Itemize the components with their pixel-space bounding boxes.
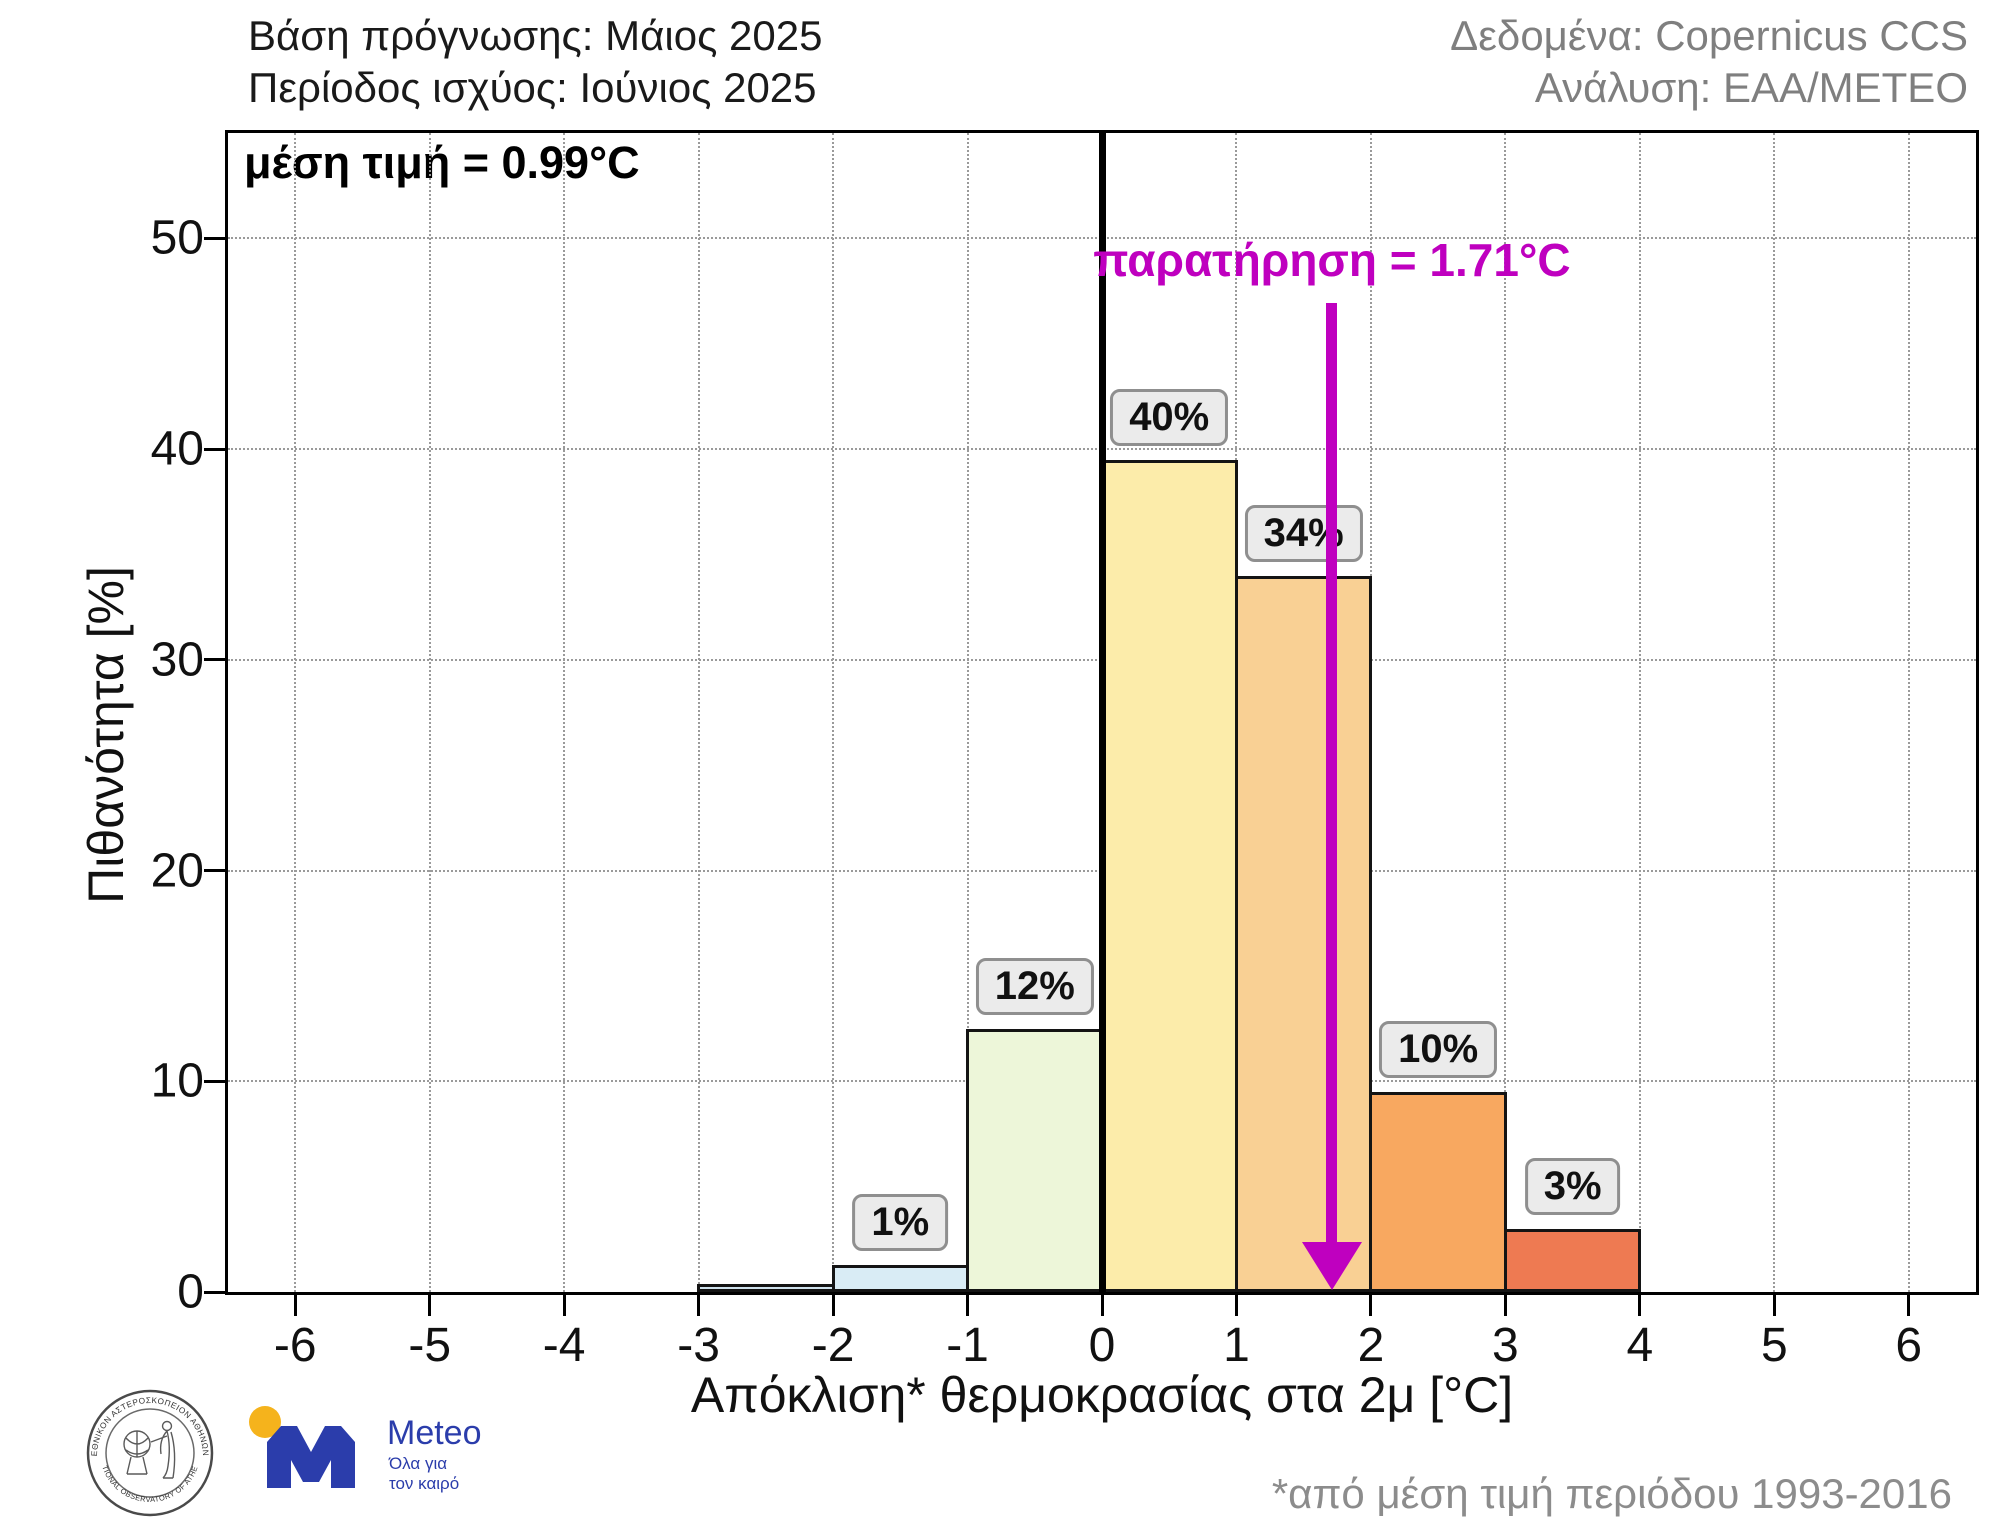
gridline-vertical — [294, 133, 297, 1292]
x-tick-label: -3 — [677, 1319, 720, 1372]
meteo-m-icon — [267, 1426, 355, 1488]
x-tick-label: -1 — [946, 1319, 989, 1372]
y-tick-label: 10 — [150, 1054, 204, 1108]
y-tick-label: 0 — [177, 1265, 204, 1319]
bar-percentage-label: 34% — [1244, 504, 1363, 562]
x-tick-mark — [293, 1295, 297, 1316]
gridline-vertical — [697, 133, 700, 1292]
histogram-bar — [966, 1028, 1104, 1292]
histogram-bar — [697, 1283, 835, 1292]
x-tick-label: -6 — [273, 1319, 317, 1372]
data-source-text: Δεδομένα: Copernicus CCS — [1450, 12, 1968, 59]
y-tick-label: 50 — [150, 211, 204, 265]
histogram-bar — [1100, 459, 1238, 1292]
x-tick-label: 4 — [1626, 1319, 1654, 1372]
x-tick-mark — [1234, 1295, 1238, 1316]
x-tick-label: -4 — [542, 1319, 586, 1372]
meteo-tagline-line2: τον καιρό — [389, 1474, 460, 1493]
meteo-tagline-line1: Όλα για — [389, 1454, 448, 1473]
gridline-vertical — [1907, 133, 1910, 1292]
observation-annotation: παρατήρηση = 1.71°C — [1093, 234, 1571, 286]
x-tick-mark — [697, 1295, 701, 1316]
seal-inner-ring — [105, 1408, 195, 1498]
noa-seal-logo: ΕΘΝΙΚΟΝ ΑΣΤΕΡΟΣΚΟΠΕΙΟΝ ΑΘΗΝΩΝ • NATIONAL… — [85, 1388, 214, 1517]
plot-area: μέση τιμή = 0.99°C 1% 12% 40% 34% 10% 3% παρατ… — [225, 130, 1979, 1295]
gridline-vertical — [1504, 133, 1507, 1292]
forecast-base-text: Βάση πρόγνωσης: Μάιος 2025 — [248, 12, 823, 59]
gridline-vertical — [832, 133, 835, 1292]
x-tick-label: -2 — [811, 1319, 855, 1372]
y-tick-mark — [204, 1079, 225, 1083]
y-tick-mark — [204, 658, 225, 662]
meteo-sun-icon — [249, 1406, 281, 1438]
gridline-vertical — [428, 133, 431, 1292]
histogram-bar — [1234, 575, 1373, 1292]
bar-percentage-label: 12% — [975, 957, 1094, 1015]
bar-percentage-label: 3% — [1524, 1157, 1621, 1215]
x-tick-label: 0 — [1088, 1319, 1116, 1372]
histogram-bar — [831, 1264, 970, 1292]
observation-arrow-shaft — [1326, 303, 1338, 1242]
histogram-bar — [1369, 1091, 1507, 1292]
gridline-vertical — [1773, 133, 1776, 1292]
x-tick-mark — [428, 1295, 432, 1316]
gridline-vertical — [966, 133, 969, 1292]
x-tick-label: 6 — [1895, 1319, 1923, 1372]
valid-period-text: Περίοδος ισχύος: Ιούνιος 2025 — [248, 64, 817, 111]
x-tick-label: 2 — [1357, 1319, 1385, 1372]
x-tick-label: 5 — [1760, 1319, 1788, 1372]
seal-muse-figure — [123, 1420, 176, 1479]
gridline-vertical — [1638, 133, 1641, 1292]
x-tick-mark — [1907, 1295, 1911, 1316]
y-tick-mark — [204, 1290, 225, 1294]
y-tick-mark — [204, 869, 225, 873]
bar-percentage-label: 40% — [1110, 388, 1229, 446]
meteo-logo: Meteo Όλα για τον καιρό — [243, 1398, 723, 1498]
y-tick-mark — [204, 447, 225, 451]
x-tick-mark — [1772, 1295, 1776, 1316]
histogram-bar — [1503, 1228, 1642, 1292]
y-tick-label: 40 — [150, 422, 204, 476]
meteo-logo-name: Meteo — [387, 1414, 482, 1452]
meteo-logo-mark — [249, 1406, 355, 1488]
gridline-vertical — [563, 133, 566, 1292]
bar-percentage-label: 1% — [852, 1193, 949, 1251]
meteo-logo-tagline: Όλα για τον καιρό — [389, 1454, 459, 1494]
x-tick-mark — [1503, 1295, 1507, 1316]
y-tick-label: 30 — [150, 633, 204, 687]
zero-reference-line — [1098, 133, 1106, 1292]
baseline-period-footnote: *από μέση τιμή περιόδου 1993-2016 — [1271, 1470, 1952, 1517]
mean-annotation: μέση τιμή = 0.99°C — [244, 137, 640, 188]
analysis-source-text: Ανάλυση: ΕΑΑ/ΜΕΤΕΟ — [1534, 64, 1968, 111]
bar-percentage-label: 10% — [1379, 1020, 1498, 1078]
x-tick-label: -5 — [408, 1319, 452, 1372]
x-tick-mark — [1638, 1295, 1642, 1316]
x-tick-mark — [831, 1295, 835, 1316]
x-tick-mark — [966, 1295, 970, 1316]
y-tick-mark — [204, 236, 225, 240]
x-tick-mark — [562, 1295, 566, 1316]
x-tick-label: 3 — [1492, 1319, 1519, 1372]
x-tick-label: 1 — [1223, 1319, 1250, 1372]
x-tick-mark — [1100, 1295, 1104, 1316]
observation-arrow-head — [1301, 1242, 1362, 1290]
x-tick-mark — [1369, 1295, 1373, 1316]
x-axis-label: Απόκλιση* θερμοκρασίας στα 2μ [°C] — [690, 1367, 1514, 1423]
y-tick-label: 20 — [150, 844, 204, 898]
